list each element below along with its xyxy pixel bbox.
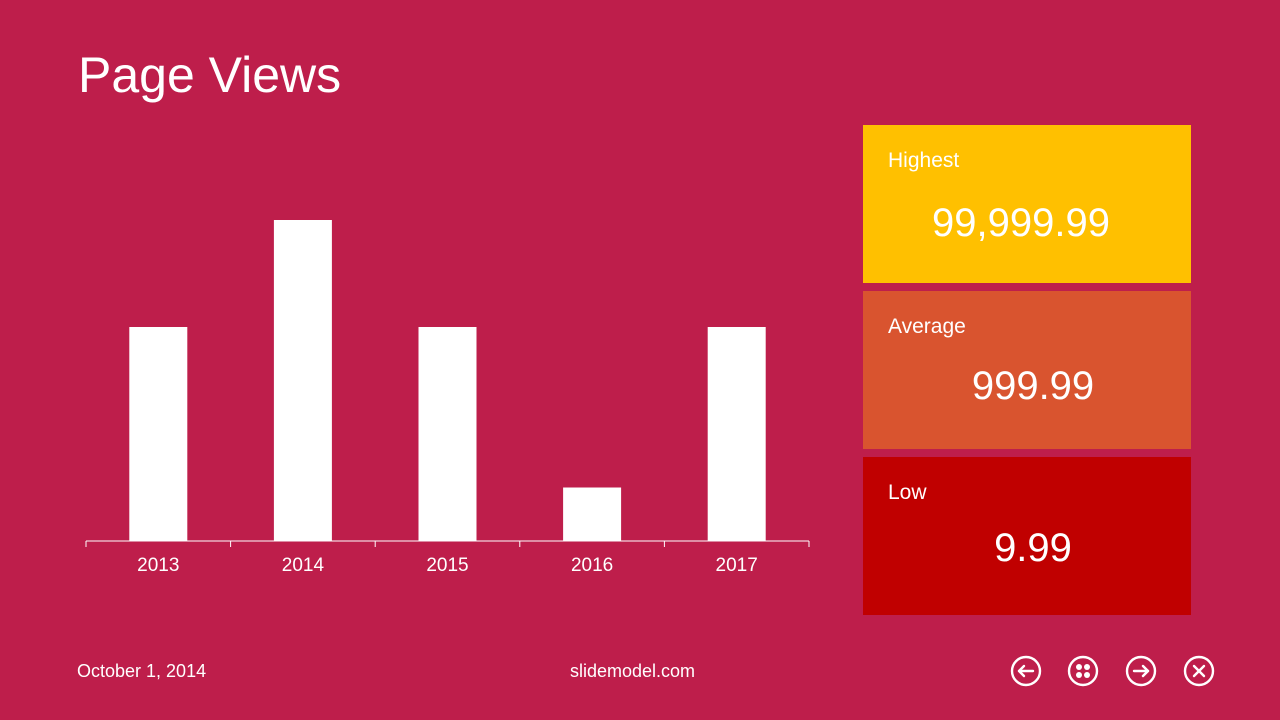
- stat-card-highest: Highest 99,999.99: [863, 125, 1191, 283]
- x-tick-label-2016: 2016: [571, 555, 613, 576]
- close-button[interactable]: [1183, 655, 1215, 687]
- bar-chart-svg: 2013 2014 2015 2016 2017: [85, 220, 810, 576]
- stat-label-low: Low: [888, 481, 927, 504]
- stat-value-low: 9.99: [994, 526, 1072, 570]
- arrow-right-icon: [1125, 655, 1157, 687]
- grid-dots-icon: [1067, 655, 1099, 687]
- page-title: Page Views: [78, 47, 342, 103]
- arrow-left-icon: [1010, 655, 1042, 687]
- x-tick-label-2017: 2017: [716, 555, 758, 576]
- bar-2013: [129, 327, 188, 541]
- stat-label-average: Average: [888, 315, 966, 338]
- x-tick-label-2015: 2015: [426, 555, 468, 576]
- footer-date: October 1, 2014: [77, 661, 207, 681]
- x-tick-label-2013: 2013: [137, 555, 179, 576]
- x-tick-label-2014: 2014: [282, 555, 325, 576]
- grid-view-button[interactable]: [1067, 655, 1099, 687]
- previous-button[interactable]: [1010, 655, 1042, 687]
- stat-card-low: Low 9.99: [863, 457, 1191, 615]
- bar-2017: [707, 327, 766, 541]
- footer-site: slidemodel.com: [570, 661, 696, 681]
- bar-2016: [563, 487, 622, 541]
- stat-card-average: Average 999.99: [863, 291, 1191, 449]
- bar-2015: [418, 327, 477, 541]
- stat-value-average: 999.99: [971, 364, 1095, 408]
- bar-chart: 2013 2014 2015 2016 2017: [85, 220, 810, 576]
- stat-value-highest: 99,999.99: [932, 201, 1110, 245]
- close-icon: [1183, 655, 1215, 687]
- bar-2014: [273, 220, 332, 541]
- next-button[interactable]: [1125, 655, 1157, 687]
- stat-label-highest: Highest: [888, 149, 960, 172]
